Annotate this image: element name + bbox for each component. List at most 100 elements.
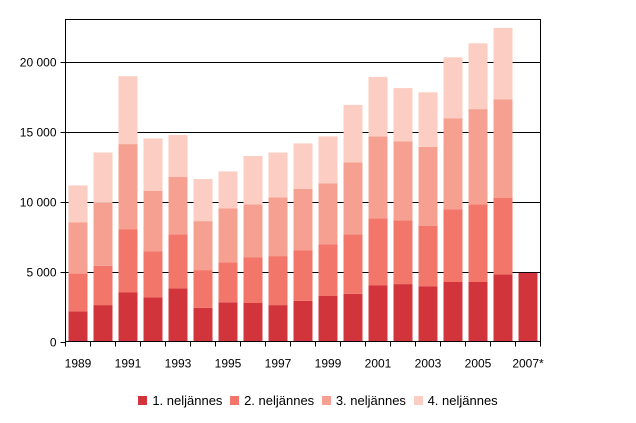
bar-1993-q1 bbox=[168, 288, 188, 342]
bar-1991-q4 bbox=[118, 76, 138, 145]
bar-1998-q4 bbox=[293, 143, 313, 189]
bar-2004-q3 bbox=[443, 118, 463, 210]
bar-1992-q4 bbox=[143, 138, 163, 191]
bar-2004-q4 bbox=[443, 57, 463, 119]
bar-1992-q2 bbox=[143, 251, 163, 298]
bar-1989-q4 bbox=[68, 185, 88, 223]
bar-2001-q3 bbox=[368, 136, 388, 219]
bar-1998-q2 bbox=[293, 250, 313, 301]
plot-frame bbox=[65, 19, 541, 342]
bar-1999-q3 bbox=[318, 183, 338, 245]
axes bbox=[65, 19, 541, 342]
bar-2002-q4 bbox=[393, 88, 413, 142]
bar-2000-q3 bbox=[343, 162, 363, 235]
bar-1997-q4 bbox=[268, 152, 288, 198]
bar-2003-q1 bbox=[418, 286, 438, 342]
bars bbox=[68, 27, 538, 342]
legend: 1. neljännes 2. neljännes 3. neljännes 4… bbox=[0, 393, 636, 408]
bar-2006-q3 bbox=[493, 99, 513, 198]
bar-1995-q3 bbox=[218, 208, 238, 263]
bar-1989-q2 bbox=[68, 273, 88, 312]
bar-2002-q1 bbox=[393, 284, 413, 342]
x-tick-label: 2003 bbox=[415, 357, 442, 371]
y-tick-label: 5 000 bbox=[26, 266, 56, 280]
bar-2003-q4 bbox=[418, 92, 438, 147]
bar-1995-q2 bbox=[218, 262, 238, 303]
x-tick-label: 2005 bbox=[465, 357, 492, 371]
bar-2000-q2 bbox=[343, 234, 363, 294]
x-tick-label: 1997 bbox=[265, 357, 292, 371]
bar-2007-q1 bbox=[518, 272, 538, 342]
bar-2005-q3 bbox=[468, 109, 488, 205]
legend-label-q4: 4. neljännes bbox=[427, 393, 498, 408]
bar-1995-q1 bbox=[218, 302, 238, 342]
bar-2004-q2 bbox=[443, 209, 463, 282]
x-tick-label: 1989 bbox=[65, 357, 92, 371]
legend-swatch-q1 bbox=[138, 396, 148, 405]
bar-1999-q1 bbox=[318, 296, 338, 342]
bar-1991-q3 bbox=[118, 144, 138, 230]
x-tick-label: 1999 bbox=[315, 357, 342, 371]
bar-1994-q1 bbox=[193, 307, 213, 342]
bar-1997-q1 bbox=[268, 305, 288, 342]
bar-1990-q3 bbox=[93, 202, 113, 266]
legend-swatch-q2 bbox=[230, 396, 240, 405]
bar-1992-q3 bbox=[143, 191, 163, 252]
y-tick-label: 0 bbox=[50, 336, 57, 350]
bar-1989-q1 bbox=[68, 311, 88, 342]
x-tick-label: 1993 bbox=[165, 357, 192, 371]
bar-1997-q2 bbox=[268, 256, 288, 306]
bar-1989-q3 bbox=[68, 222, 88, 274]
bar-1996-q1 bbox=[243, 303, 263, 342]
bar-2000-q4 bbox=[343, 104, 363, 163]
y-tick-label: 20 000 bbox=[20, 56, 57, 70]
legend-item-q1: 1. neljännes bbox=[138, 393, 222, 408]
legend-label-q1: 1. neljännes bbox=[152, 393, 223, 408]
y-tick-label: 10 000 bbox=[20, 196, 57, 210]
x-tick-label: 1995 bbox=[215, 357, 242, 371]
bar-1991-q1 bbox=[118, 292, 138, 342]
bar-1996-q4 bbox=[243, 156, 263, 205]
bar-2005-q4 bbox=[468, 43, 488, 110]
bar-1999-q4 bbox=[318, 136, 338, 184]
legend-swatch-q4 bbox=[413, 396, 423, 405]
bar-1993-q2 bbox=[168, 234, 188, 289]
x-tick-label: 2001 bbox=[365, 357, 392, 371]
bar-1994-q4 bbox=[193, 179, 213, 222]
bar-1990-q2 bbox=[93, 265, 113, 306]
bar-2005-q1 bbox=[468, 282, 488, 342]
stacked-bar-chart: 0 5 000 10 000 15 000 20 000 1989 1991 1993 199… bbox=[20, 19, 544, 371]
bar-2004-q1 bbox=[443, 282, 463, 342]
bar-1994-q2 bbox=[193, 270, 213, 308]
legend-label-q2: 2. neljännes bbox=[244, 393, 315, 408]
bar-1990-q4 bbox=[93, 152, 113, 203]
legend-item-q3: 3. neljännes bbox=[321, 393, 406, 408]
bar-1998-q1 bbox=[293, 300, 313, 342]
bar-1998-q3 bbox=[293, 188, 313, 251]
bar-1996-q3 bbox=[243, 204, 263, 258]
x-tick-label: 1991 bbox=[115, 357, 142, 371]
y-axis-ticks: 0 5 000 10 000 15 000 20 000 bbox=[20, 56, 66, 350]
bar-2005-q2 bbox=[468, 204, 488, 282]
legend-label-q3: 3. neljännes bbox=[335, 393, 406, 408]
bar-2002-q3 bbox=[393, 141, 413, 221]
bar-1997-q3 bbox=[268, 197, 288, 257]
bar-1990-q1 bbox=[93, 305, 113, 342]
bar-1994-q3 bbox=[193, 221, 213, 271]
x-axis-ticks: 1989 1991 1993 1995 1997 1999 2001 2003 2005 2007… bbox=[65, 341, 544, 371]
bar-1993-q4 bbox=[168, 135, 188, 177]
legend-item-q4: 4. neljännes bbox=[413, 393, 498, 408]
bar-1999-q2 bbox=[318, 244, 338, 296]
bar-1992-q1 bbox=[143, 297, 163, 342]
bar-2003-q2 bbox=[418, 226, 438, 287]
bar-1991-q2 bbox=[118, 229, 138, 293]
x-tick-label: 2007* bbox=[512, 357, 544, 371]
bar-2003-q3 bbox=[418, 146, 438, 226]
bar-1996-q2 bbox=[243, 257, 263, 303]
bar-1993-q3 bbox=[168, 177, 188, 235]
bar-1995-q4 bbox=[218, 171, 238, 209]
bar-2001-q2 bbox=[368, 218, 388, 286]
legend-swatch-q3 bbox=[321, 396, 331, 405]
bar-2000-q1 bbox=[343, 293, 363, 342]
bar-2001-q1 bbox=[368, 285, 388, 342]
